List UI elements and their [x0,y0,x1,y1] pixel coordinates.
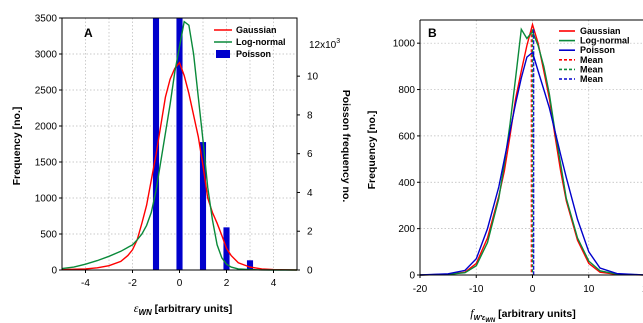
y-tick-label: 1000 [35,194,58,205]
y2-tick-label: 0 [307,266,313,277]
panel-label-b: B [428,26,437,40]
chart-panel-b: -20-10010202004006008001000 B GaussianLo… [366,19,643,323]
x-tick-label: -4 [81,278,90,289]
x-tick-label: -2 [128,278,137,289]
legend-label: Poisson [580,45,615,55]
x-tick-label: 10 [583,284,595,295]
x-axis-label-b: fW'εWN [arbitrary units] [470,306,575,323]
y-tick-label: 2000 [35,122,58,133]
x-tick-label: 0 [177,278,183,289]
y2-axis-label-a: Poisson frequency no. [340,90,352,203]
legend-label: Poisson [236,49,271,59]
legend-label: Mean [580,55,603,65]
y-tick-label: 0 [409,271,415,282]
series-lines-b [419,22,643,276]
y-tick-label: 400 [398,178,415,189]
axes-a: -4 -2 0 2 4 0 500 1000 1500 2000 2500 3000 3500 0 2 4 6 8… [35,14,319,290]
legend-label: Log-normal [580,36,630,46]
poisson-bar [246,260,254,270]
series-line-log-normal [61,20,297,271]
y-tick-label: 1500 [35,158,58,169]
legend-label: Log-normal [236,37,286,47]
series-line-gaussian [61,61,298,271]
x-tick-label: -10 [469,284,484,295]
panel-label-a: A [84,26,93,40]
y-tick-label: 500 [40,230,57,241]
series-lines-a [61,20,298,271]
y-tick-label: 3500 [35,14,58,25]
y-tick-label: 0 [51,266,57,277]
poisson-bar [176,18,183,270]
axes-b: -20-10010202004006008001000 [393,19,643,295]
legend-label: Mean [580,64,603,74]
poisson-bar [199,142,207,270]
chart-panel-a: -4 -2 0 2 4 0 500 1000 1500 2000 2500 3000 3500 0 2 4 6 8… [11,14,352,318]
legend-label: Gaussian [580,26,621,36]
y-tick-label: 1000 [393,39,416,50]
y2-tick-label: 2 [307,227,313,238]
series-line-gaussian [419,22,643,276]
y-tick-label: 3000 [35,50,58,61]
legend-label: Gaussian [236,25,277,35]
legend-swatch-poisson [216,50,230,58]
series-line-poisson [419,51,643,276]
y-tick-label: 2500 [35,86,58,97]
y-axis-label-a: Frequency [no.] [11,107,23,186]
x-tick-label: -20 [413,284,428,295]
x-tick-label: 0 [530,284,536,295]
legend-label: Mean [580,74,603,84]
poisson-bar [152,18,160,270]
y-tick-label: 800 [398,85,415,96]
y2-tick-label: 4 [307,188,313,199]
y-axis-label-b: Frequency [no.] [366,111,378,190]
x-tick-label: 2 [224,278,230,289]
y2-multiplier-a: 12x103 [309,38,340,51]
y2-tick-label: 6 [307,149,313,160]
x-axis-label-a: εWN [arbitrary units] [134,301,233,317]
y-tick-label: 600 [398,131,415,142]
y2-tick-label: 10 [307,72,319,83]
x-tick-label: 4 [271,278,277,289]
legend-a: Gaussian Log-normal Poisson [214,25,286,59]
y-tick-label: 200 [398,224,415,235]
y2-tick-label: 8 [307,110,313,121]
